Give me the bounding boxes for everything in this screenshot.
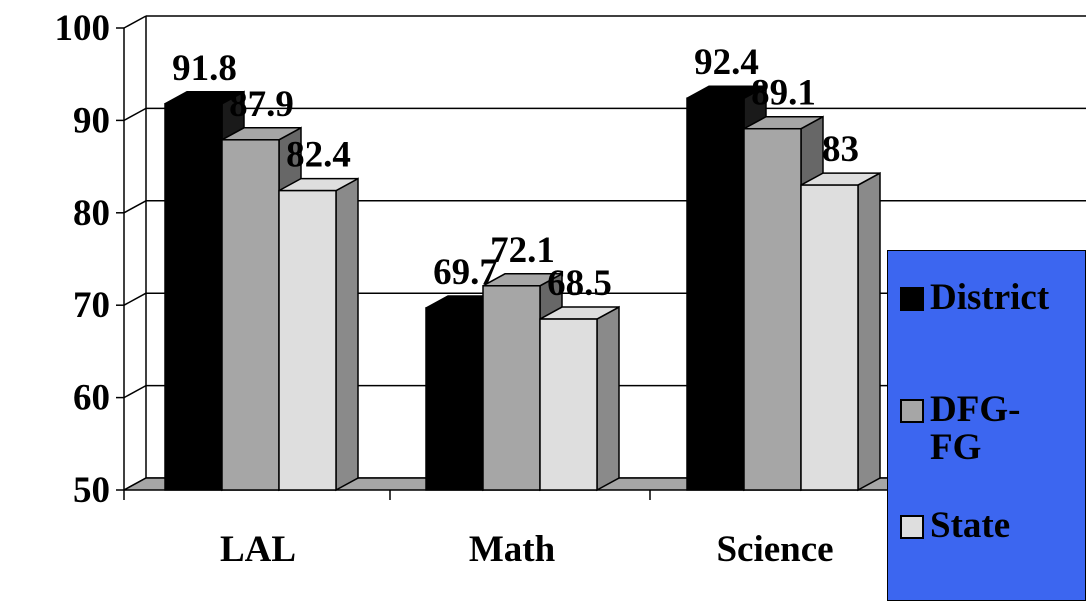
gridline-depth — [124, 16, 146, 28]
bar-front — [744, 129, 801, 490]
bar-front — [165, 104, 222, 490]
bar-side — [597, 307, 619, 490]
bar-front — [540, 319, 597, 490]
bar-front — [279, 191, 336, 490]
legend-swatch-dfg-fg — [900, 399, 924, 423]
legend-item-dfg-fg: DFG-FG — [900, 391, 1030, 467]
legend: District DFG-FG State — [887, 250, 1086, 601]
legend-swatch-state — [900, 515, 924, 539]
data-label: 87.9 — [229, 84, 294, 125]
y-tick-label: 80 — [73, 193, 110, 234]
bar-lal-state — [279, 179, 358, 490]
bar-front — [687, 98, 744, 490]
data-label: 69.7 — [433, 252, 498, 293]
data-label: 83 — [822, 129, 859, 170]
gridline-depth — [124, 108, 146, 120]
gridline-depth — [124, 386, 146, 398]
legend-label-state: State — [930, 507, 1080, 545]
data-label: 72.1 — [490, 230, 555, 271]
bar-side — [858, 173, 880, 490]
x-tick-label: LAL — [220, 529, 296, 570]
legend-item-district: District — [900, 279, 1080, 317]
data-label: 92.4 — [694, 42, 759, 83]
bar-science-state — [801, 173, 880, 490]
bar-side — [336, 179, 358, 490]
x-tick-label: Math — [469, 529, 556, 570]
gridline-depth — [124, 293, 146, 305]
data-label: 82.4 — [286, 135, 351, 176]
y-tick-label: 70 — [73, 285, 110, 326]
legend-swatch-district — [900, 287, 924, 311]
y-tick-label: 100 — [55, 8, 111, 49]
y-tick-label: 90 — [73, 100, 110, 141]
legend-label-dfg-fg: DFG-FG — [930, 391, 1030, 467]
bar-front — [801, 185, 858, 490]
bar-math-state — [540, 307, 619, 490]
bar-front — [222, 140, 279, 490]
bar-front — [426, 308, 483, 490]
y-tick-label: 60 — [73, 378, 110, 419]
data-label: 89.1 — [751, 73, 816, 114]
y-tick-label: 50 — [73, 470, 110, 511]
bar-front — [483, 286, 540, 490]
data-label: 68.5 — [547, 263, 612, 304]
legend-item-state: State — [900, 507, 1080, 545]
bars — [165, 86, 880, 490]
legend-label-district: District — [930, 279, 1080, 317]
gridline-depth — [124, 201, 146, 213]
data-label: 91.8 — [172, 48, 237, 89]
x-tick-label: Science — [716, 529, 833, 570]
